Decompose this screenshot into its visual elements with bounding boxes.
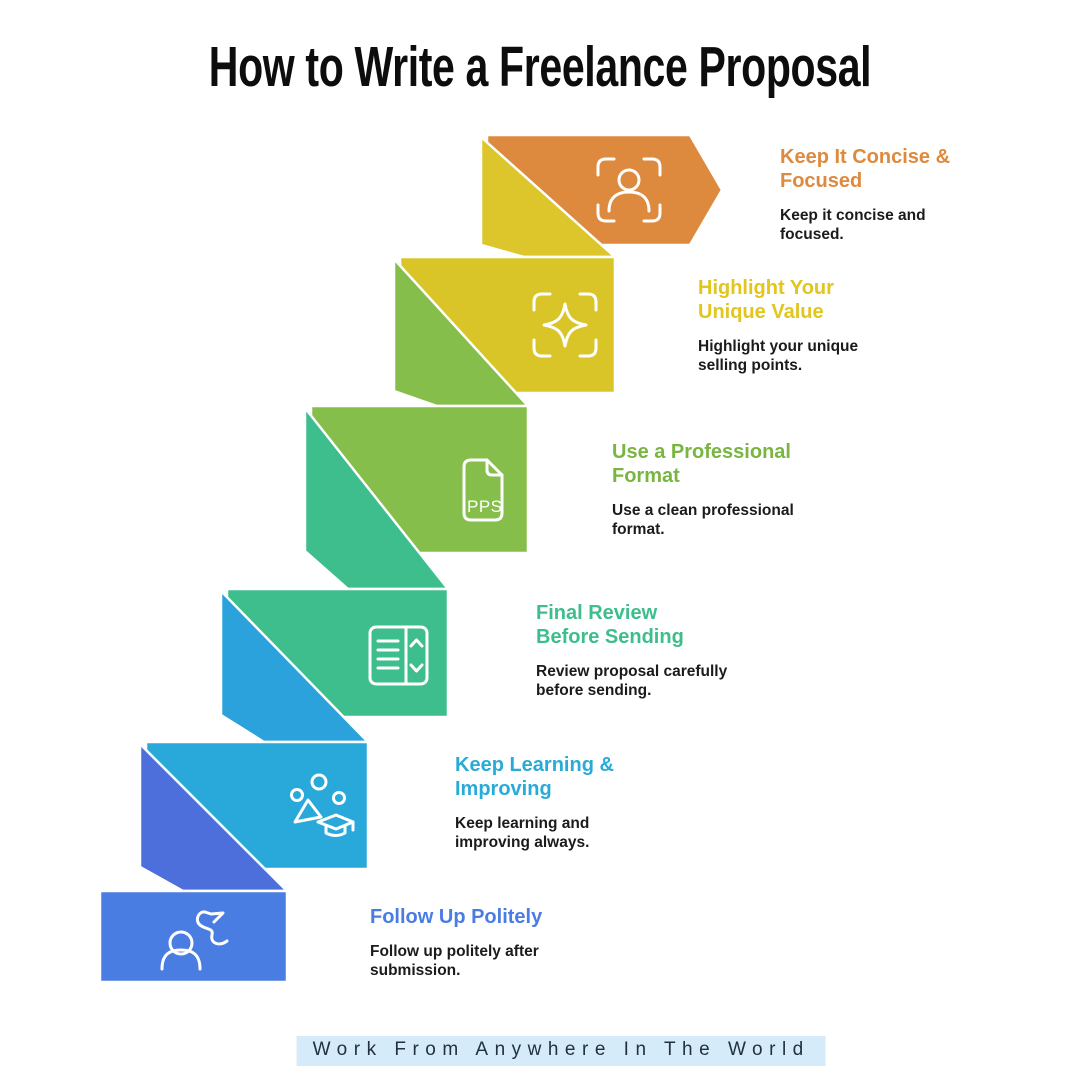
person-focus-icon <box>596 157 662 223</box>
page-title: How to Write a Freelance Proposal <box>0 34 1080 100</box>
step-4-text: Final Review Before Sending Review propo… <box>536 601 727 700</box>
step-6-shape <box>98 889 289 984</box>
step-5-text: Keep Learning & Improving Keep learning … <box>455 753 614 852</box>
pps-file-icon: PPS <box>462 458 504 522</box>
footer-banner: Work From Anywhere In The World <box>296 1036 826 1066</box>
step-4-heading: Final Review Before Sending <box>536 602 684 648</box>
step-1-body: Keep it concise and focused. <box>780 207 926 243</box>
step-6-body: Follow up politely after submission. <box>370 943 539 979</box>
review-list-icon <box>368 625 429 686</box>
step-1-text: Keep It Concise & Focused Keep it concis… <box>780 145 950 244</box>
step-2-heading: Highlight Your Unique Value <box>698 277 834 323</box>
step-4-body: Review proposal carefully before sending… <box>536 663 728 699</box>
page-title-text: How to Write a Freelance Proposal <box>208 35 872 99</box>
step-3-text: Use a Professional Format Use a clean pr… <box>612 440 794 539</box>
step-1-heading: Keep It Concise & Focused <box>780 146 951 192</box>
step-2-body: Highlight your unique selling points. <box>698 338 859 374</box>
step-2-text: Highlight Your Unique Value Highlight yo… <box>698 276 858 375</box>
step-3-body: Use a clean professional format. <box>612 502 794 538</box>
footer-banner-text: Work From Anywhere In The World <box>312 1039 810 1060</box>
step-6-heading: Follow Up Politely <box>370 906 543 928</box>
step-6-text: Follow Up Politely Follow up politely af… <box>370 905 542 980</box>
step-5-body: Keep learning and improving always. <box>455 815 590 851</box>
learning-cap-icon <box>290 773 355 837</box>
step-3-heading: Use a Professional Format <box>612 441 791 487</box>
svg-text:PPS: PPS <box>467 497 503 516</box>
step-5-heading: Keep Learning & Improving <box>455 754 614 800</box>
follow-up-arrow-icon <box>160 910 229 971</box>
sparkle-focus-icon <box>532 292 598 358</box>
